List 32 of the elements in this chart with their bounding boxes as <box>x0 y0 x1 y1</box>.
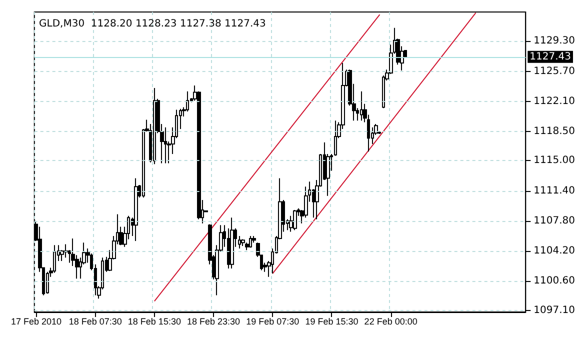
candlestick <box>241 238 245 246</box>
candlestick <box>238 235 241 249</box>
y-tick-label: 1115.00 <box>534 155 576 166</box>
y-tick-label: 1125.70 <box>534 66 576 77</box>
candlestick <box>249 235 252 248</box>
x-tick-label: 18 Feb 23:30 <box>187 316 240 326</box>
candlestick <box>53 244 56 274</box>
y-tick-label: 1111.40 <box>534 185 576 196</box>
candlestick <box>230 217 234 270</box>
candlestick <box>360 90 363 122</box>
x-tick-label: 19 Feb 07:30 <box>246 316 300 326</box>
x-tick-label: 22 Feb 00:00 <box>364 316 418 326</box>
candlestick <box>164 126 167 164</box>
ref-line-label: 1127.43 <box>530 51 572 62</box>
x-tick-label: 18 Feb 07:30 <box>68 316 122 326</box>
text: GLD,M30 1128.20 1128.23 1127.38 1127.43 <box>39 18 266 30</box>
x-tick-label: 18 Feb 15:30 <box>128 316 181 326</box>
candlestick <box>64 244 68 258</box>
candlestick <box>293 210 297 231</box>
y-tick-label: 1129.30 <box>534 36 576 47</box>
y-tick-label: 1118.50 <box>534 126 576 137</box>
y-tick-label: 1097.10 <box>534 304 576 316</box>
y-tick-label: 1104.20 <box>534 245 576 256</box>
candlestick <box>134 178 138 242</box>
y-tick-label: 1100.60 <box>534 276 576 287</box>
candlestick <box>153 88 156 165</box>
candlestick <box>46 271 49 294</box>
candlestick <box>252 235 256 244</box>
x-tick-label: 19 Feb 15:30 <box>305 316 358 326</box>
y-tick-label: 1107.80 <box>534 215 576 226</box>
y-tick-label: 1122.10 <box>534 96 576 107</box>
x-tick-label: 17 Feb 2010 <box>10 316 62 326</box>
